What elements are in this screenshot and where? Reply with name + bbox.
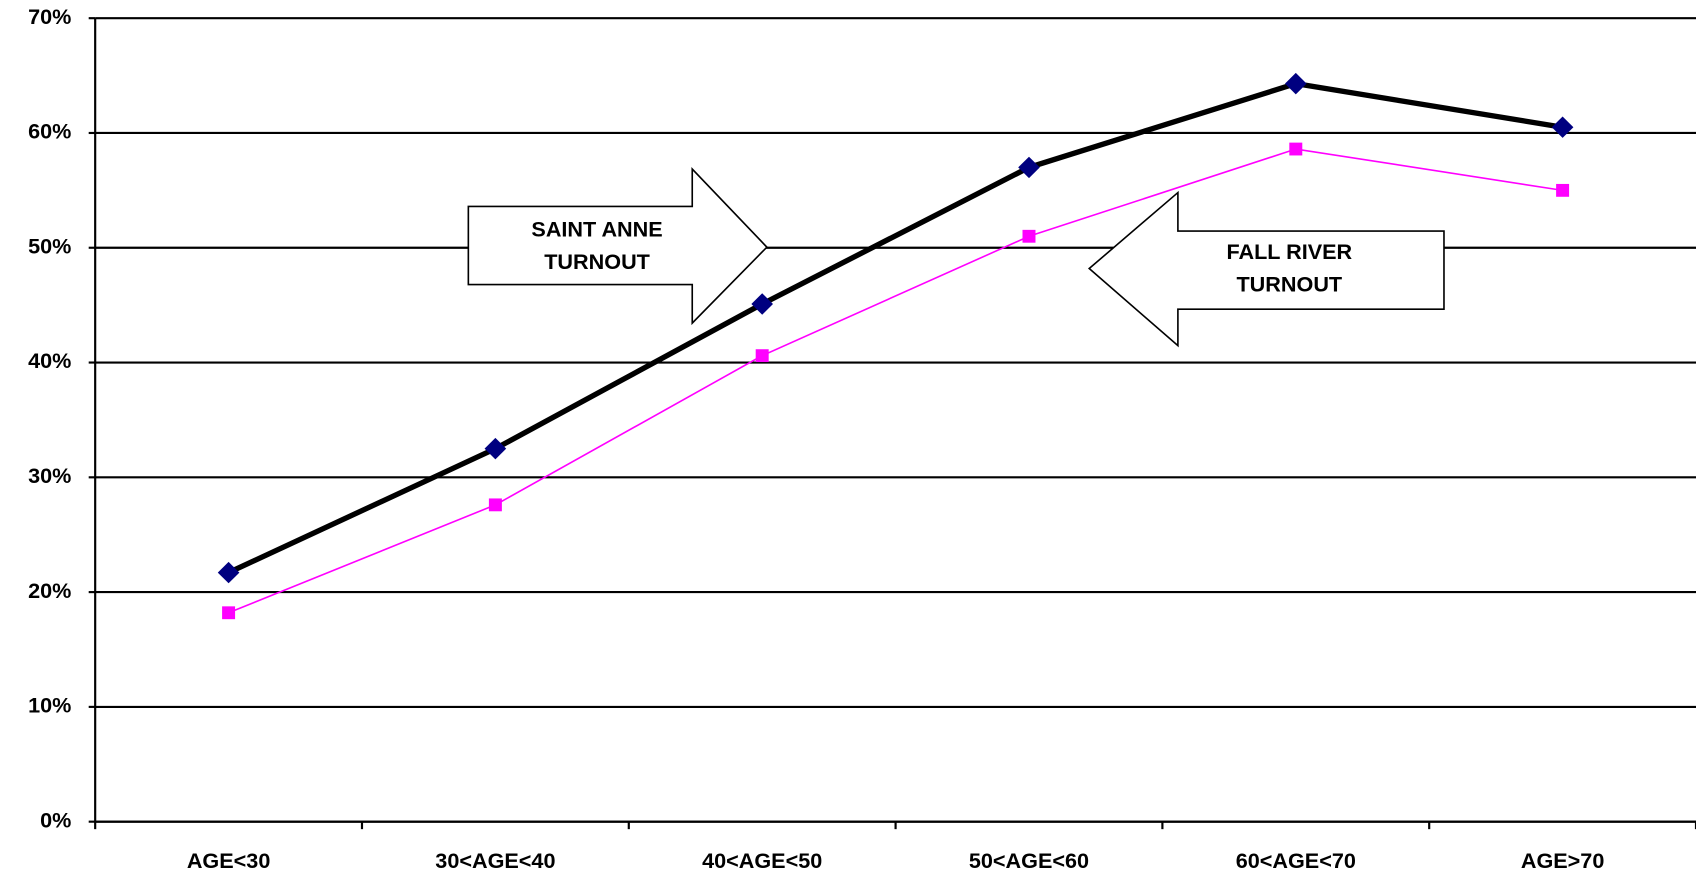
- marker: [1551, 116, 1574, 138]
- marker: [488, 498, 502, 512]
- x-tick-label: AGE>70: [1521, 849, 1605, 873]
- marker: [751, 293, 774, 315]
- y-tick-label: 20%: [28, 579, 71, 603]
- annotation-text: TURNOUT: [1236, 272, 1342, 296]
- x-tick-label: AGE<30: [187, 849, 271, 873]
- y-tick-label: 0%: [40, 808, 71, 832]
- marker: [755, 349, 769, 363]
- annotation-arrow: [467, 167, 769, 326]
- annotation-text: FALL RIVER: [1226, 240, 1352, 264]
- marker: [222, 606, 236, 620]
- y-tick-label: 30%: [28, 464, 71, 488]
- marker: [1556, 183, 1570, 197]
- series-line: [228, 148, 1563, 614]
- y-tick-label: 70%: [28, 5, 71, 29]
- annotation-text: SAINT ANNE: [531, 218, 662, 242]
- marker: [1284, 72, 1307, 95]
- series-line: [227, 80, 1564, 576]
- y-tick-label: 40%: [28, 349, 71, 373]
- marker: [1018, 156, 1040, 179]
- annotation-arrow: [1087, 190, 1445, 348]
- y-tick-label: 60%: [28, 120, 71, 144]
- marker: [1022, 229, 1036, 243]
- marker: [484, 437, 507, 460]
- x-tick-label: 60<AGE<70: [1236, 849, 1356, 873]
- y-tick-label: 50%: [28, 235, 71, 259]
- marker: [217, 561, 240, 584]
- x-tick-label: 50<AGE<60: [969, 849, 1089, 873]
- x-tick-label: 40<AGE<50: [702, 849, 822, 873]
- y-tick-label: 10%: [28, 694, 71, 718]
- x-tick-label: 30<AGE<40: [435, 849, 555, 873]
- annotation-text: TURNOUT: [544, 250, 650, 274]
- marker: [1289, 142, 1303, 156]
